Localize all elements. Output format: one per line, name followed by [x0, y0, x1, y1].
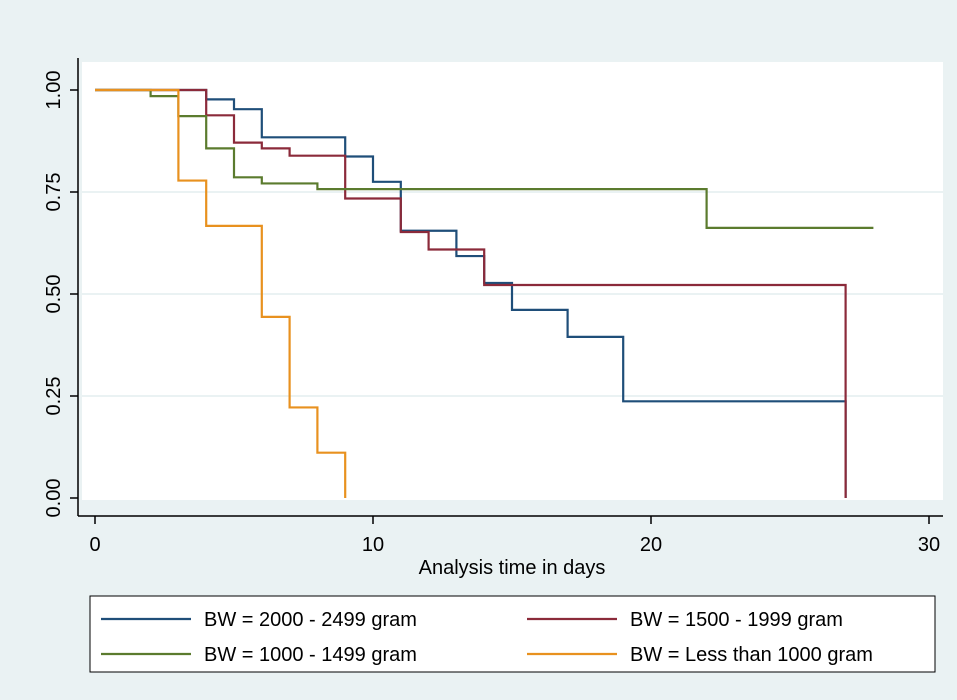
x-tick-label: 20 [640, 534, 662, 556]
y-tick-label: 0.25 [43, 377, 65, 416]
y-tick-label: 0.75 [43, 173, 65, 212]
legend-label: BW = Less than 1000 gram [630, 644, 873, 666]
y-tick-label: 0.50 [43, 275, 65, 314]
legend-label: BW = 2000 - 2499 gram [204, 609, 417, 631]
x-axis: 0 10 20 30 [78, 515, 943, 556]
legend-box [89, 595, 936, 673]
series-line-3 [95, 88, 874, 230]
y-axis: 0.00 0.25 0.50 0.75 1.00 [43, 58, 79, 518]
y-tick-label: 0.00 [43, 479, 65, 518]
legend-label: BW = 1500 - 1999 gram [630, 609, 843, 631]
series-line-2 [95, 88, 847, 498]
series-lines [95, 88, 874, 498]
plot-area [82, 62, 943, 500]
x-tick-label: 30 [918, 534, 940, 556]
series-line-4 [95, 88, 347, 498]
legend-label: BW = 1000 - 1499 gram [204, 644, 417, 666]
legend: BW = 2000 - 2499 gram BW = 1500 - 1999 gr… [89, 595, 936, 673]
x-tick-label: 10 [362, 534, 384, 556]
y-tick-label: 1.00 [43, 71, 65, 110]
x-axis-title: Analysis time in days [419, 557, 606, 579]
x-tick-label: 0 [89, 534, 100, 556]
